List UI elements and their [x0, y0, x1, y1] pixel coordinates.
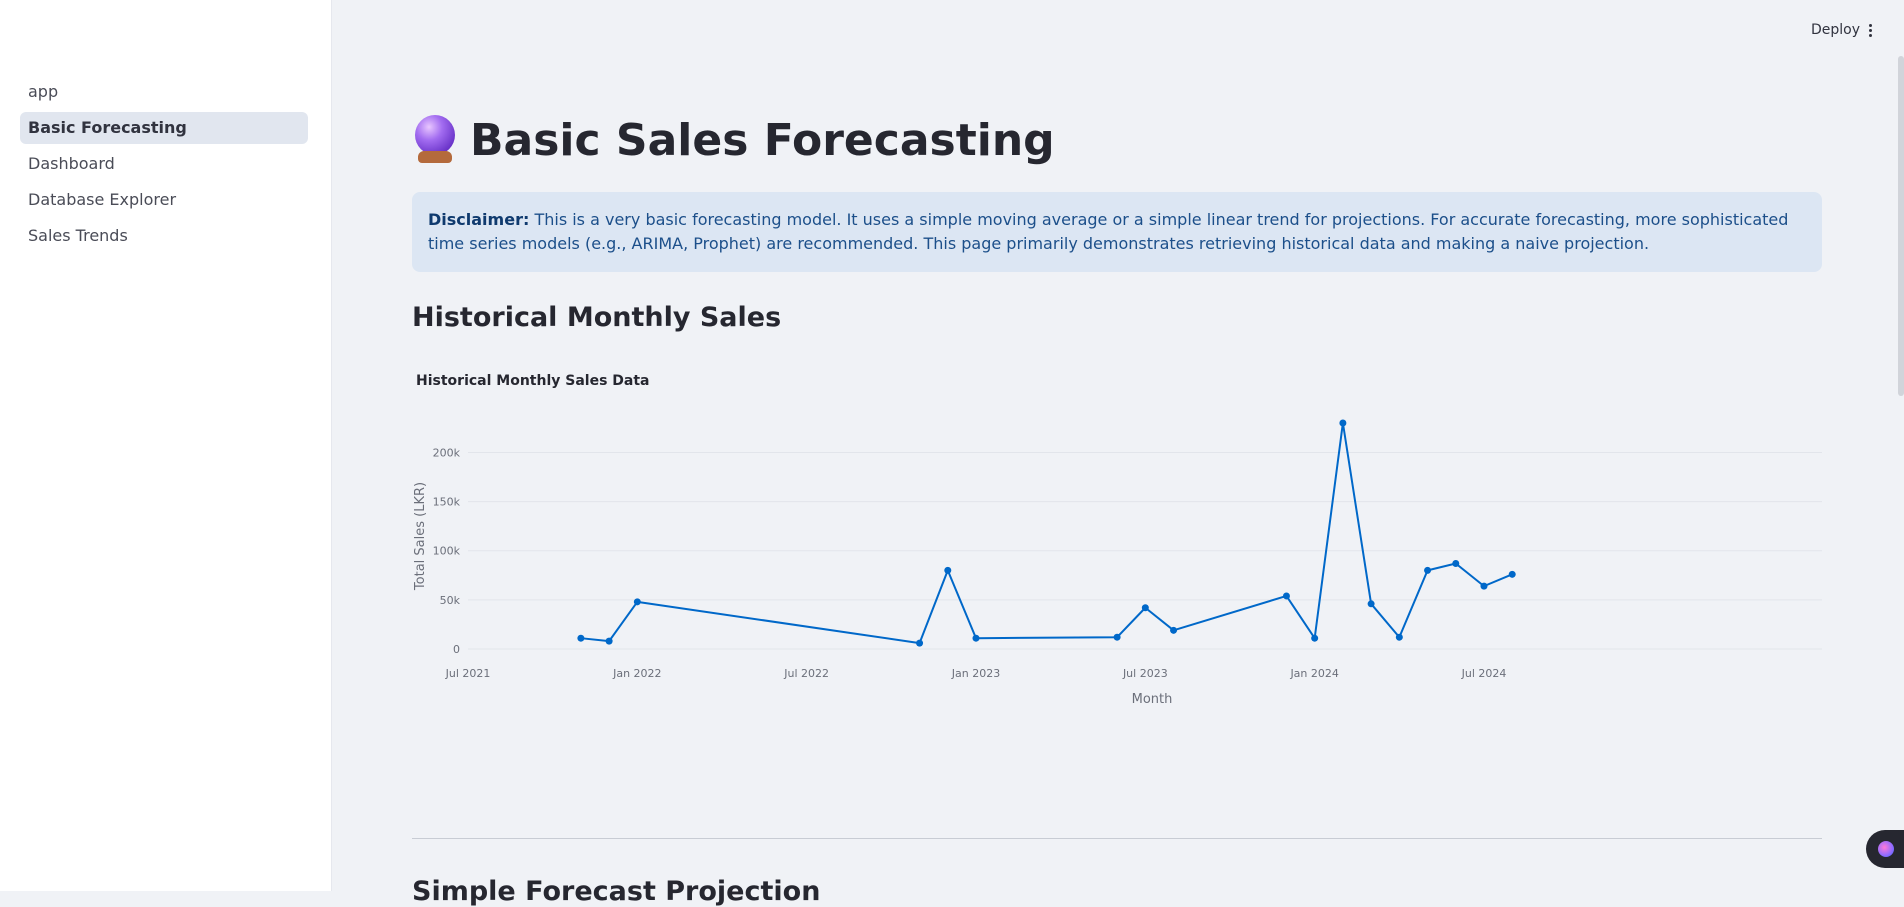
data-point: [1113, 633, 1121, 641]
brain-icon: [1878, 841, 1894, 857]
data-point: [1367, 600, 1375, 608]
data-point: [1339, 419, 1347, 427]
scrollbar[interactable]: [1898, 56, 1904, 396]
data-point: [916, 639, 924, 647]
y-tick-label: 0: [453, 643, 460, 656]
data-point: [1141, 604, 1149, 612]
main-area: Deploy Basic Sales Forecasting Disclaime…: [332, 0, 1904, 907]
y-tick-label: 200k: [433, 446, 461, 459]
y-tick-label: 100k: [433, 545, 461, 558]
data-point: [944, 566, 952, 574]
sidebar-item-basic-forecasting[interactable]: Basic Forecasting: [20, 112, 308, 144]
x-tick-label: Jan 2024: [1289, 667, 1338, 680]
data-point: [1424, 566, 1432, 574]
series-line: [580, 422, 1513, 645]
sales-chart[interactable]: Historical Monthly Sales Data 0 50k 100k 15…: [412, 373, 1822, 793]
data-point: [972, 634, 980, 642]
data-point: [1452, 560, 1460, 568]
assistant-button[interactable]: [1866, 830, 1904, 868]
data-point: [633, 598, 641, 606]
x-tick-label: Jan 2022: [612, 667, 661, 680]
data-point: [1480, 582, 1488, 590]
x-tick-label: Jul 2022: [783, 667, 829, 680]
crystal-ball-icon: [412, 115, 458, 165]
chart-svg[interactable]: 0 50k 100k 150k 200k Jul 2021 Jan 2022 Jul 2022…: [412, 403, 1822, 803]
next-section-title: Simple Forecast Projection: [412, 876, 821, 907]
sidebar-nav: app Basic Forecasting Dashboard Database Ex…: [20, 76, 308, 256]
x-tick-label: Jul 2024: [1461, 667, 1507, 680]
top-toolbar: Deploy: [1504, 0, 1904, 64]
data-point: [1282, 592, 1290, 600]
disclaimer-alert: Disclaimer: This is a very basic forecas…: [412, 192, 1822, 272]
data-point: [1311, 634, 1319, 642]
sidebar-item-dashboard[interactable]: Dashboard: [28, 154, 115, 173]
y-tick-label: 50k: [440, 594, 461, 607]
disclaimer-label: Disclaimer:: [428, 210, 530, 229]
x-axis-label: Month: [1132, 692, 1173, 707]
kebab-menu-icon[interactable]: [1864, 22, 1876, 40]
disclaimer-text: This is a very basic forecasting model. …: [428, 210, 1789, 253]
data-point: [577, 634, 585, 642]
section-divider: [412, 838, 1822, 839]
page-title: Basic Sales Forecasting: [470, 114, 1055, 166]
data-point: [1508, 570, 1516, 578]
sidebar-item-database-explorer[interactable]: Database Explorer: [28, 190, 177, 209]
sidebar-item-app[interactable]: app: [28, 82, 59, 101]
page-content: Basic Sales Forecasting Disclaimer: This…: [412, 110, 1822, 793]
data-point: [1170, 626, 1178, 634]
title-row: Basic Sales Forecasting: [412, 110, 1822, 170]
data-point: [605, 637, 613, 645]
x-tick-label: Jan 2023: [951, 667, 1000, 680]
deploy-button[interactable]: Deploy: [1810, 22, 1860, 38]
sidebar-item-sales-trends[interactable]: Sales Trends: [28, 226, 128, 245]
y-tick-label: 150k: [433, 496, 461, 509]
x-tick-label: Jul 2023: [1122, 667, 1168, 680]
data-point: [1395, 633, 1403, 641]
section-title: Historical Monthly Sales: [412, 302, 782, 333]
chart-title: Historical Monthly Sales Data: [416, 373, 650, 389]
y-axis-label: Total Sales (LKR): [413, 482, 428, 591]
sidebar: app Basic Forecasting Dashboard Database Ex…: [0, 0, 332, 891]
x-tick-label: Jul 2021: [445, 667, 491, 680]
